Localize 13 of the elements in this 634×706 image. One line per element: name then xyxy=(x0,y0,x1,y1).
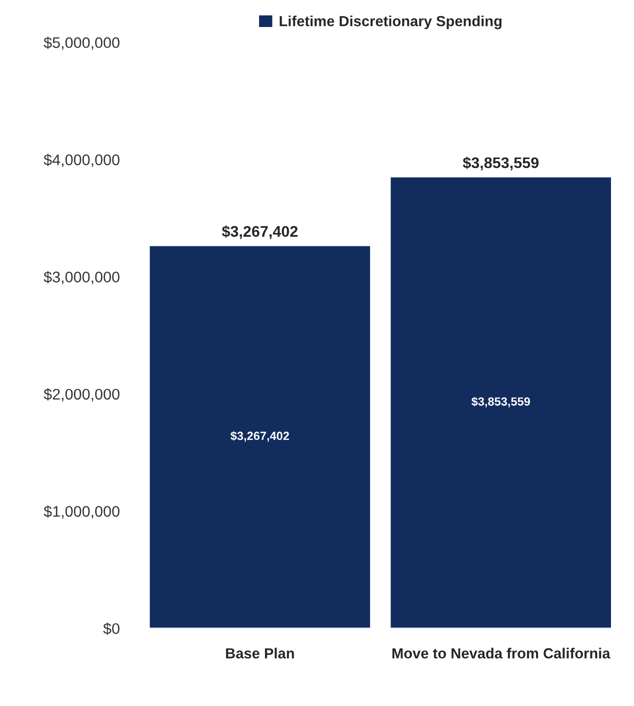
legend-label: Lifetime Discretionary Spending xyxy=(280,16,502,30)
y-tick-label: $0 xyxy=(103,622,120,635)
data-label: $3,853,559 xyxy=(462,156,539,170)
y-tick-label: $1,000,000 xyxy=(44,505,120,519)
data-label: $3,267,402 xyxy=(222,225,298,240)
y-tick-label: $5,000,000 xyxy=(44,36,120,50)
text: $3,853,559 xyxy=(471,396,530,408)
y-tick-label: $2,000,000 xyxy=(44,388,120,402)
y-tick-label: $4,000,000 xyxy=(44,154,120,168)
x-tick-label: Base Plan xyxy=(226,648,294,658)
y-tick-label: $3,000,000 xyxy=(44,270,120,284)
text: $3,267,402 xyxy=(230,431,290,442)
x-tick-label: Move to Nevada from California xyxy=(392,648,610,658)
